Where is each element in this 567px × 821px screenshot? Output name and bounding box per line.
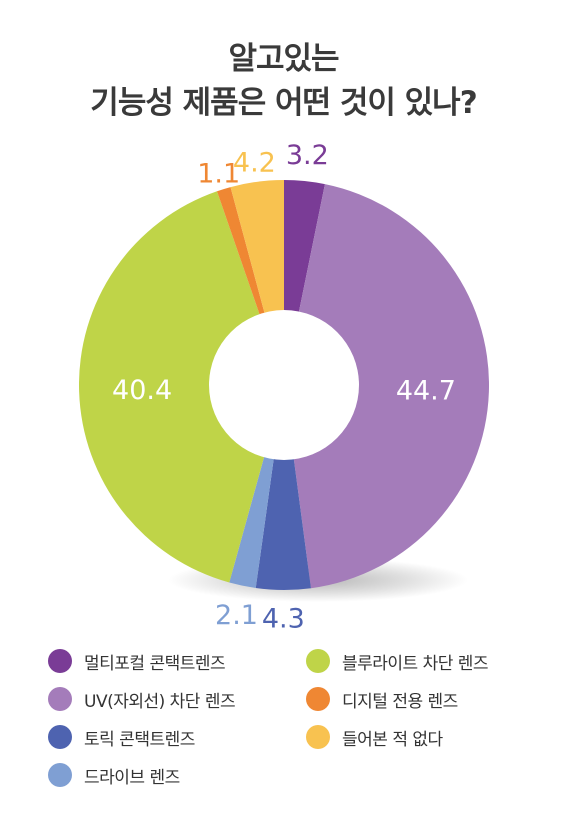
donut-slices <box>79 180 490 590</box>
legend-item-4: 드라이브 렌즈 <box>48 762 180 788</box>
legend-label: UV(자외선) 차단 렌즈 <box>84 691 236 712</box>
legend-swatch <box>48 649 72 673</box>
legend-swatch <box>306 649 330 673</box>
legend-swatch <box>306 687 330 711</box>
chart-title-line-1: 알고있는 <box>228 41 339 77</box>
legend-label: 들어본 적 없다 <box>342 729 443 750</box>
chart-title-line-2: 기능성 제품은 어떤 것이 있나? <box>90 85 477 121</box>
legend-item-2: UV(자외선) 차단 렌즈 <box>48 686 236 712</box>
legend-item-6: 디지털 전용 렌즈 <box>306 686 458 712</box>
donut-hole <box>209 310 359 460</box>
legend-label: 멀티포컬 콘택트렌즈 <box>84 653 226 674</box>
data-label-6: 1.1 <box>197 159 240 190</box>
legend-item-5: 블루라이트 차단 렌즈 <box>306 648 489 674</box>
legend-label: 드라이브 렌즈 <box>84 767 180 788</box>
data-label-7: 4.2 <box>233 148 276 179</box>
legend-label: 토릭 콘택트렌즈 <box>84 729 195 750</box>
data-label-4: 2.1 <box>215 600 258 631</box>
data-label-3: 4.3 <box>262 604 305 635</box>
legend-swatch <box>306 725 330 749</box>
slice-3 <box>255 385 311 590</box>
legend-item-7: 들어본 적 없다 <box>306 724 443 750</box>
data-label-2: 44.7 <box>396 376 456 407</box>
legend-swatch <box>48 687 72 711</box>
data-labels: 3.2 44.7 4.32.1 40.4 1.14.2 <box>112 140 456 635</box>
legend-label: 디지털 전용 렌즈 <box>342 691 458 712</box>
legend-item-1: 멀티포컬 콘택트렌즈 <box>48 648 226 674</box>
data-label-5: 40.4 <box>112 375 172 406</box>
legend-swatch <box>48 725 72 749</box>
slice-5 <box>79 191 285 583</box>
data-label-1: 3.2 <box>286 140 329 171</box>
legend-item-3: 토릭 콘택트렌즈 <box>48 724 195 750</box>
slice-2 <box>284 184 490 589</box>
legend-label: 블루라이트 차단 렌즈 <box>342 653 489 674</box>
legend-swatch <box>48 763 72 787</box>
